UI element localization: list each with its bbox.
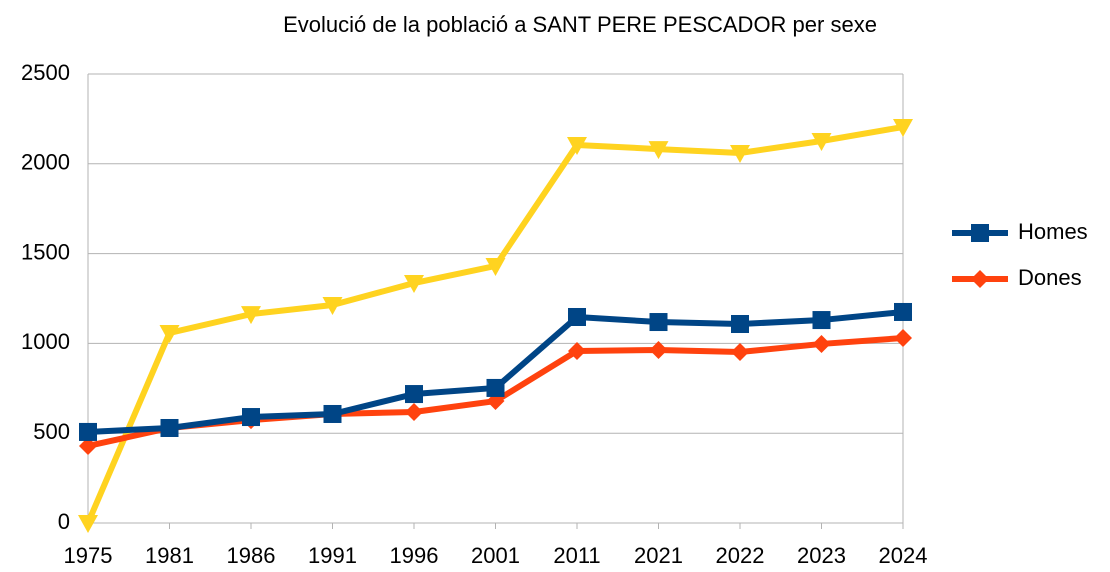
x-tick-label: 2024 — [879, 543, 928, 568]
point — [241, 306, 261, 325]
point — [322, 296, 343, 315]
y-tick-label: 1000 — [21, 329, 70, 354]
y-tick-label: 0 — [58, 509, 70, 534]
point — [649, 341, 668, 360]
chart-title: Evolució de la població a SANT PERE PESC… — [283, 12, 877, 37]
x-tick-label: 1975 — [64, 543, 113, 568]
x-tick-label: 2022 — [716, 543, 765, 568]
point — [159, 324, 180, 343]
point — [242, 408, 260, 427]
point — [812, 334, 831, 353]
point — [731, 343, 749, 362]
point — [567, 136, 587, 155]
y-tick-label: 1500 — [21, 239, 70, 264]
x-tick-label: 1981 — [145, 543, 194, 568]
x-tick-label: 1996 — [390, 543, 439, 568]
point — [893, 118, 913, 137]
point — [79, 436, 97, 455]
x-tick-label: 2021 — [634, 543, 683, 568]
point — [812, 311, 831, 330]
point — [568, 307, 586, 326]
point — [811, 132, 832, 151]
point — [894, 302, 912, 321]
x-tick-label: 2001 — [471, 543, 520, 568]
legend-marker — [971, 270, 989, 288]
x-tick-label: 1991 — [308, 543, 357, 568]
legend-label: Homes — [1018, 219, 1088, 244]
legend-marker — [971, 224, 989, 242]
point — [160, 418, 179, 437]
point — [405, 403, 423, 422]
point — [648, 141, 669, 160]
point — [79, 422, 97, 441]
x-tick-label: 2011 — [553, 543, 600, 568]
point — [568, 341, 586, 360]
point — [405, 385, 423, 404]
y-tick-label: 500 — [33, 419, 70, 444]
x-tick-label: 2023 — [797, 543, 846, 568]
point — [730, 145, 750, 164]
y-tick-label: 2500 — [21, 60, 70, 85]
point — [649, 313, 668, 332]
point — [323, 404, 342, 423]
point — [485, 257, 506, 276]
point — [894, 329, 912, 348]
x-tick-label: 1986 — [227, 543, 276, 568]
point — [731, 315, 749, 334]
legend-label: Dones — [1018, 265, 1082, 290]
y-tick-label: 2000 — [21, 150, 70, 175]
point — [404, 275, 424, 294]
point — [486, 378, 505, 397]
point — [78, 515, 98, 533]
